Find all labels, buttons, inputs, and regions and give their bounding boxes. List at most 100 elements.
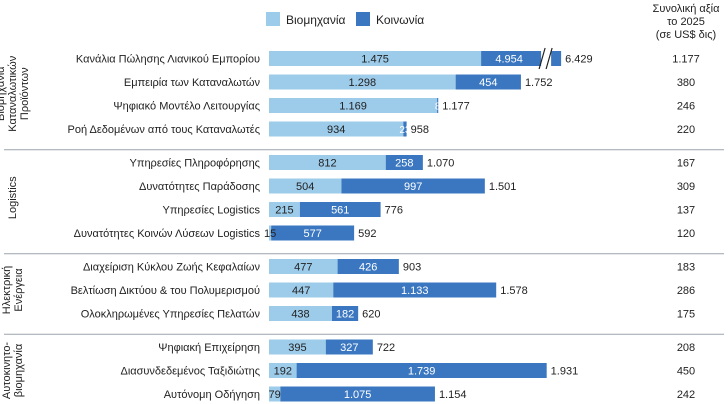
right-value: 175 (677, 309, 695, 321)
bar-total-label: 1.931 (551, 366, 579, 378)
legend-label-society: Κοινωνία (376, 13, 424, 27)
bar-total-label: 1.578 (500, 285, 528, 297)
bar-industry-label: 1.169 (339, 101, 367, 113)
legend-swatch-society (356, 12, 370, 26)
bar-total-label: 1.177 (442, 101, 470, 113)
bar-total-label: 1.501 (489, 181, 517, 193)
group-label: βιομηχανία (13, 343, 25, 397)
bar-industry-label: 215 (275, 205, 293, 217)
bar-industry (269, 363, 297, 378)
axis-break-mark (545, 47, 553, 70)
bar-industry-label: 192 (274, 366, 292, 378)
right-value: 167 (677, 158, 695, 170)
group-label: Ηλεκτρική (1, 266, 13, 315)
row-label: Αυτόνομη Οδήγηση (164, 389, 260, 401)
bar-industry-label: 447 (292, 285, 310, 297)
bar-total-label: 1.070 (427, 158, 455, 170)
bar-industry (269, 225, 272, 241)
row-label: Εμπειρία των Καταναλωτών (124, 77, 261, 89)
right-value: 1.177 (672, 54, 700, 66)
bar-industry-label: 15 (264, 228, 276, 240)
row-label: Βελτίωση Δικτύου & του Πολυμερισμού (71, 285, 260, 297)
bar-society-label: 182 (336, 309, 354, 321)
bar-total-label: 620 (362, 309, 380, 321)
bar-total-label: 903 (403, 262, 421, 274)
row-label: Ολοκληρωμένες Υπηρεσίες Πελατών (81, 309, 261, 321)
bar-society-label: 1.133 (401, 285, 429, 297)
group-label: Ενέργεια (13, 268, 25, 312)
bar-industry-label: 1.475 (361, 54, 389, 66)
bar-industry-label: 79 (269, 389, 281, 401)
bar-total-label: 958 (411, 124, 429, 136)
right-value: 246 (677, 101, 695, 113)
bar-society (385, 155, 423, 170)
bar-industry-label: 477 (294, 262, 312, 274)
bar-society-label: 1.739 (408, 366, 436, 378)
bar-society (341, 178, 485, 194)
bar-industry (269, 121, 404, 137)
bar-society-label: 561 (331, 205, 349, 217)
bar-industry (269, 98, 438, 113)
right-value: 220 (677, 124, 695, 136)
row-label: Διαχείριση Κύκλου Ζωής Κεφαλαίων (83, 262, 261, 274)
row-label: Υπηρεσίες Πληροφόρησης (130, 158, 260, 170)
bar-total-label: 1.154 (439, 389, 467, 401)
bar-industry (269, 306, 332, 321)
row-label: Κανάλια Πώλησης Λιανικού Εμπορίου (76, 54, 260, 66)
bar-total-label: 1.752 (525, 77, 553, 89)
axis-break-gap (541, 48, 552, 69)
bar-industry-label: 504 (296, 181, 314, 193)
right-value: 242 (677, 389, 695, 401)
bar-society-label: 426 (359, 262, 377, 274)
bar-industry (269, 339, 326, 355)
bar-society-label: 8 (435, 102, 441, 113)
bar-industry-label: 395 (288, 342, 306, 354)
right-value: 309 (677, 181, 695, 193)
bar-industry-label: 812 (318, 158, 336, 170)
row-label: Δυνατότητες Κοινών Λύσεων Logistics (74, 228, 261, 240)
bar-society-label: 997 (404, 181, 422, 193)
bar-society (325, 339, 373, 355)
group-label: Logistics (7, 176, 19, 219)
bar-society (296, 363, 547, 378)
right-value: 286 (677, 285, 695, 297)
right-value: 208 (677, 342, 695, 354)
bar-society (280, 386, 435, 402)
row-label: Υπηρεσίες Logistics (163, 205, 261, 217)
right-value: 183 (677, 262, 695, 274)
row-label: Διασυνδεδεμένος Ταξιδιώτης (120, 366, 260, 378)
bar-industry-label: 438 (291, 309, 309, 321)
bar-industry (269, 282, 334, 298)
axis-break-mark (538, 47, 546, 70)
bar-total-label: 722 (377, 342, 395, 354)
row-label: Δυνατότητες Παράδοσης (139, 181, 260, 193)
right-value: 120 (677, 228, 695, 240)
bar-industry (269, 202, 300, 217)
bar-industry (269, 259, 338, 274)
bar-industry (269, 386, 281, 402)
bar-society (337, 259, 399, 274)
bar-total-label: 6.429 (565, 54, 593, 66)
bar-total-label: 592 (358, 228, 376, 240)
bar-society (331, 306, 359, 321)
row-label: Ψηφιακό Μοντέλο Λειτουργίας (113, 101, 260, 113)
right-value: 137 (677, 205, 695, 217)
bar-society-label: 1.075 (344, 389, 372, 401)
bar-total-label: 776 (385, 205, 403, 217)
bar-society (403, 121, 407, 137)
bar-industry (269, 74, 456, 90)
bar-society (333, 282, 497, 298)
row-label: Ψηφιακή Επιχείρηση (158, 342, 260, 354)
right-header-line: Συνολική αξία (653, 3, 721, 15)
right-value: 380 (677, 77, 695, 89)
bar-industry (269, 155, 386, 170)
bar-society-label: 577 (303, 228, 321, 240)
right-value: 450 (677, 366, 695, 378)
group-label: Προϊόντων (19, 67, 31, 120)
bar-industry (269, 51, 482, 66)
legend-label-industry: Βιομηχανία (286, 13, 346, 27)
bar-industry-label: 934 (327, 124, 345, 136)
bar-society (455, 74, 521, 90)
group-label: Βιομηχανία (0, 66, 7, 121)
